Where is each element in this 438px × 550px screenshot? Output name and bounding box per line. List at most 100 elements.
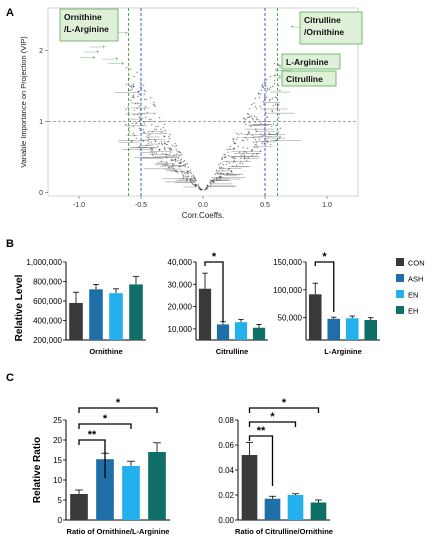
background-point-marker: + (229, 148, 231, 152)
significance-marker: * (322, 251, 327, 263)
background-point-marker: + (241, 162, 243, 166)
background-point-marker: + (222, 163, 224, 167)
background-point-marker: + (168, 166, 170, 170)
bar-en (109, 293, 123, 340)
x-axis-label: Ornithine (89, 347, 122, 356)
background-point-marker: + (266, 141, 268, 145)
significance-marker: * (270, 411, 275, 423)
background-point-marker: + (255, 128, 257, 132)
background-point-marker: + (278, 109, 280, 113)
highlight-point-marker: + (273, 73, 277, 79)
background-point-marker: + (272, 123, 274, 127)
background-point-marker: + (145, 116, 147, 120)
background-point-marker: + (200, 188, 202, 192)
background-point-marker: + (261, 83, 263, 87)
background-point-marker: + (182, 173, 184, 177)
background-point-marker: + (249, 115, 251, 119)
significance-bracket (248, 435, 274, 486)
bar-en (345, 318, 359, 340)
y-tick-label: 0.04 (218, 466, 234, 475)
background-point-marker: + (234, 157, 236, 161)
background-point-marker: + (182, 170, 184, 174)
background-point-marker: + (231, 156, 233, 160)
background-point-marker: + (194, 183, 196, 187)
background-point-marker: + (132, 139, 134, 143)
background-point-marker: + (128, 126, 130, 130)
background-point-marker: + (200, 188, 202, 192)
background-point-marker: + (247, 156, 249, 160)
background-point-marker: + (269, 86, 271, 90)
background-point-marker: + (221, 158, 223, 162)
background-point-marker: + (277, 104, 279, 108)
blue-point-marker: + (137, 90, 140, 96)
background-point-marker: + (132, 84, 134, 88)
highlight-point-marker: + (124, 31, 128, 37)
background-point-marker: + (145, 105, 147, 109)
y-tick-label: 0.08 (218, 416, 234, 425)
background-point-marker: + (246, 133, 248, 137)
panel-b-y-axis-label: Relative Level (14, 274, 25, 341)
background-point-marker: + (168, 140, 170, 144)
background-point-marker: + (171, 166, 173, 170)
background-point-marker: + (255, 129, 257, 133)
y-tick-label: 20 (53, 436, 62, 445)
background-point-marker: + (266, 115, 268, 119)
bar-en (122, 466, 140, 520)
highlight-point-marker: + (114, 57, 118, 63)
significance-bracket (314, 261, 335, 312)
background-point-marker: + (184, 163, 186, 167)
background-point-marker: + (240, 160, 242, 164)
significance-marker: ** (257, 425, 266, 437)
background-point-marker: + (270, 143, 272, 147)
bar-eh (310, 502, 327, 520)
background-point-marker: + (232, 147, 234, 151)
panel-label-b: B (6, 238, 14, 250)
background-point-marker: + (152, 154, 154, 158)
background-point-marker: + (133, 125, 135, 129)
background-point-marker: + (158, 141, 160, 145)
background-point-marker: + (152, 147, 154, 151)
background-point-marker: + (258, 138, 260, 142)
y-tick-label: 400,000 (33, 317, 62, 326)
bar-eh (148, 452, 166, 520)
background-point-marker: + (130, 83, 132, 87)
callout-label: Ornithine (64, 12, 102, 22)
background-point-marker: + (176, 150, 178, 154)
background-point-marker: + (212, 181, 214, 185)
background-point-marker: + (183, 170, 185, 174)
background-point-marker: + (173, 159, 175, 163)
background-point-marker: + (264, 137, 266, 141)
background-point-marker: + (259, 150, 261, 154)
background-point-marker: + (254, 121, 256, 125)
background-point-marker: + (224, 156, 226, 160)
significance-marker: ** (88, 429, 97, 441)
background-point-marker: + (180, 170, 182, 174)
background-point-marker: + (158, 116, 160, 120)
background-point-marker: + (251, 134, 253, 138)
background-point-marker: + (187, 170, 189, 174)
highlight-point-marker: + (96, 50, 100, 56)
background-point-marker: + (246, 112, 248, 116)
background-point-marker: + (234, 142, 236, 146)
background-point-marker: + (252, 136, 254, 140)
significance-bracket (204, 261, 224, 322)
background-point-marker: + (199, 188, 201, 192)
background-point-marker: + (179, 162, 181, 166)
background-point-marker: + (140, 87, 142, 91)
background-point-marker: + (244, 157, 246, 161)
background-point-marker: + (230, 170, 232, 174)
background-point-marker: + (255, 152, 257, 156)
y-tick-label: 1 (39, 119, 43, 126)
blue-point-marker: + (261, 84, 264, 90)
background-point-marker: + (249, 121, 251, 125)
significance-bracket (78, 439, 106, 478)
background-point-marker: + (255, 118, 257, 122)
background-point-marker: + (194, 184, 196, 188)
background-point-marker: + (247, 116, 249, 120)
background-point-marker: + (168, 153, 170, 157)
background-point-marker: + (174, 145, 176, 149)
background-point-marker: + (263, 103, 265, 107)
y-tick-label: 50,000 (278, 314, 303, 323)
legend-label-eh: EH (408, 307, 418, 316)
significance-bracket (78, 407, 158, 413)
